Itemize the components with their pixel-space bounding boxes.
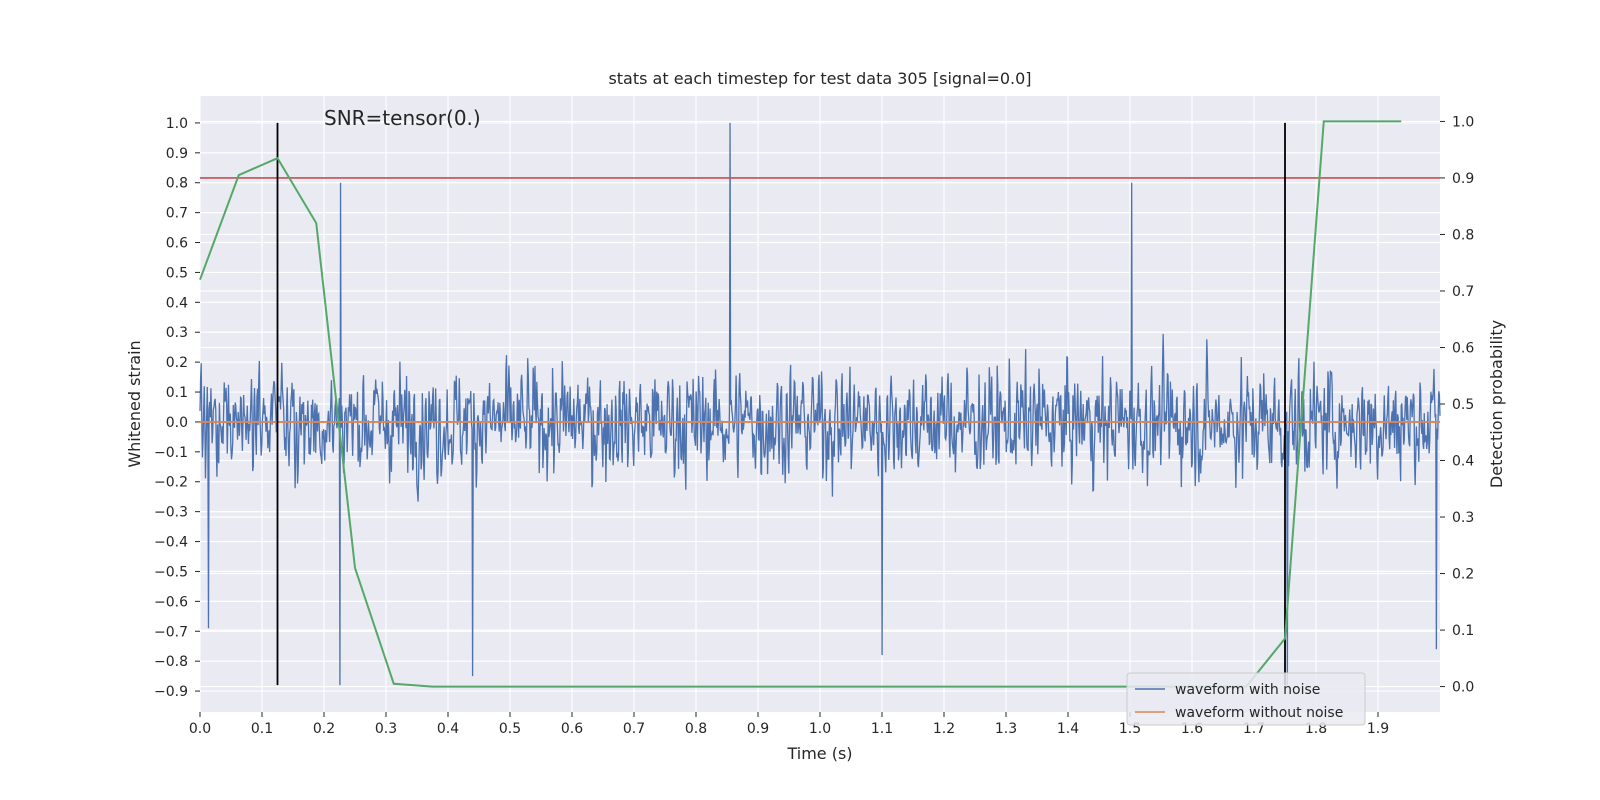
y2-tick-label: 0.4 (1452, 454, 1474, 470)
snr-annotation: SNR=tensor(0.) (324, 106, 481, 130)
y2-tick-label: 0.9 (1452, 171, 1474, 187)
probability-series-line (199, 120, 1402, 688)
y-tick-label: 0.9 (166, 146, 188, 162)
noise-series-line (199, 122, 1441, 686)
x-tick-label: 1.9 (1367, 721, 1389, 737)
chart-title: stats at each timestep for test data 305… (608, 69, 1031, 88)
grid-lines (199, 96, 1440, 712)
y-axis-ticks: 1.0 0.9 0.8 0.7 0.6 0.5 0.4 0.3 0.2 0.1 0.0 −0.1 −0.… (154, 116, 200, 700)
y-tick-label: 0.3 (166, 325, 188, 341)
y2-tick-label: 1.0 (1452, 114, 1474, 130)
legend: waveform with noise waveform without noi… (1126, 672, 1366, 726)
y-tick-label: 0.5 (166, 265, 188, 281)
legend-label-noise: waveform with noise (1175, 682, 1320, 698)
x-tick-label: 0.0 (189, 721, 211, 737)
y2-tick-label: 0.8 (1452, 227, 1474, 243)
x-tick-label: 0.7 (623, 721, 645, 737)
y2-tick-label: 0.0 (1452, 680, 1474, 696)
x-tick-label: 1.1 (871, 721, 893, 737)
y-axis-title: Whitened strain (125, 340, 144, 467)
x-tick-label: 0.2 (313, 721, 335, 737)
y-tick-label: −0.6 (154, 594, 188, 610)
x-axis-title: Time (s) (786, 744, 852, 763)
y2-tick-label: 0.2 (1452, 567, 1474, 583)
y2-tick-label: 0.5 (1452, 397, 1474, 413)
y-tick-label: 0.7 (166, 206, 188, 222)
legend-box (1126, 672, 1366, 726)
x-tick-label: 1.0 (809, 721, 831, 737)
y-tick-label: −0.9 (154, 684, 188, 700)
y-tick-label: −0.1 (154, 445, 188, 461)
y2-tick-label: 0.1 (1452, 623, 1474, 639)
x-tick-label: 0.1 (251, 721, 273, 737)
y-tick-label: 0.2 (166, 355, 188, 371)
y-tick-label: 0.0 (166, 415, 188, 431)
y2-tick-label: 0.7 (1452, 284, 1474, 300)
x-tick-label: 1.4 (1057, 721, 1079, 737)
y-tick-label: −0.8 (154, 654, 188, 670)
y-tick-label: 0.6 (166, 236, 188, 252)
y2-tick-label: 0.6 (1452, 340, 1474, 356)
y-tick-label: −0.5 (154, 564, 188, 580)
y2-axis-ticks: 1.0 0.9 0.8 0.7 0.6 0.5 0.4 0.3 0.2 0.1 0.0 (1440, 114, 1474, 696)
y-tick-label: −0.3 (154, 505, 188, 521)
x-tick-label: 1.2 (933, 721, 955, 737)
y2-axis-title: Detection probability (1487, 320, 1506, 488)
y-tick-label: 0.8 (166, 176, 188, 192)
legend-label-clean: waveform without noise (1175, 705, 1343, 721)
y-tick-label: 0.1 (166, 385, 188, 401)
x-tick-label: 0.6 (561, 721, 583, 737)
y-tick-label: 1.0 (166, 116, 188, 132)
y-tick-label: −0.2 (154, 475, 188, 491)
x-tick-label: 1.3 (995, 721, 1017, 737)
y2-tick-label: 0.3 (1452, 510, 1474, 526)
y-tick-label: −0.4 (154, 535, 188, 551)
x-tick-label: 0.9 (747, 721, 769, 737)
x-tick-label: 0.4 (437, 721, 459, 737)
x-tick-label: 0.8 (685, 721, 707, 737)
y-tick-label: 0.4 (166, 295, 188, 311)
x-tick-label: 0.3 (375, 721, 397, 737)
y-tick-label: −0.7 (154, 624, 188, 640)
series-layer (199, 120, 1441, 688)
x-tick-label: 0.5 (499, 721, 521, 737)
